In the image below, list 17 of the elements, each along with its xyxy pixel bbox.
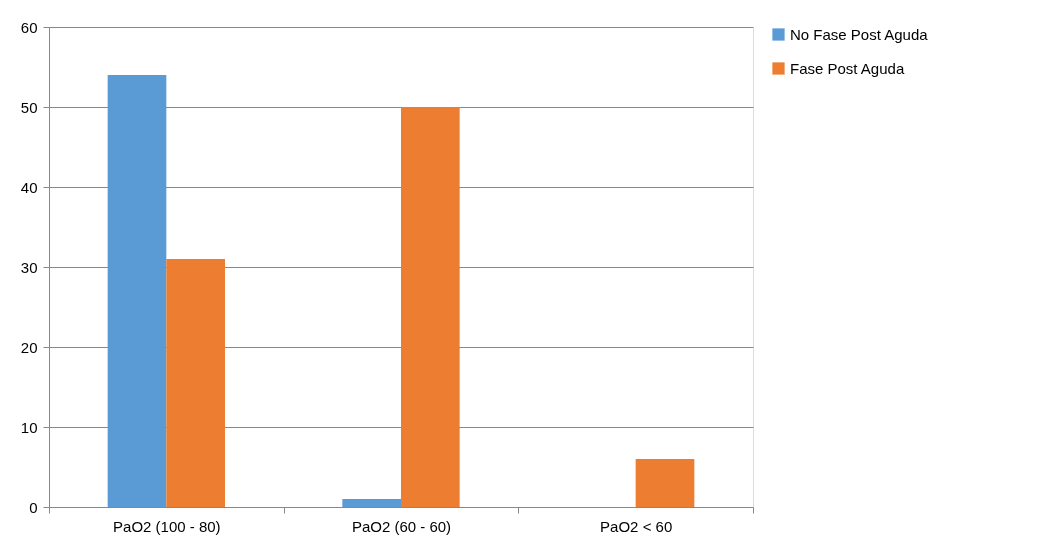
y-tick-label: 50 [20, 98, 38, 116]
x-tick-label: PaO2 (100 - 80) [113, 517, 221, 535]
y-tick-label: 0 [29, 498, 38, 516]
y-tick-label: 30 [20, 258, 38, 276]
y-tick-label: 10 [20, 418, 38, 436]
y-tick-label: 40 [20, 178, 38, 196]
y-tick-label: 20 [20, 338, 38, 356]
legend-label: No Fase Post Aguda [790, 25, 929, 43]
y-tick-label: 60 [20, 18, 38, 36]
bar [342, 499, 401, 507]
x-tick-label: PaO2 < 60 [600, 517, 673, 535]
bar [166, 259, 225, 507]
bar [635, 459, 695, 507]
legend-label: Fase Post Aguda [790, 59, 905, 77]
bar [107, 75, 167, 507]
x-tick-label: PaO2 (60 - 60) [351, 517, 452, 535]
bar [401, 107, 460, 507]
